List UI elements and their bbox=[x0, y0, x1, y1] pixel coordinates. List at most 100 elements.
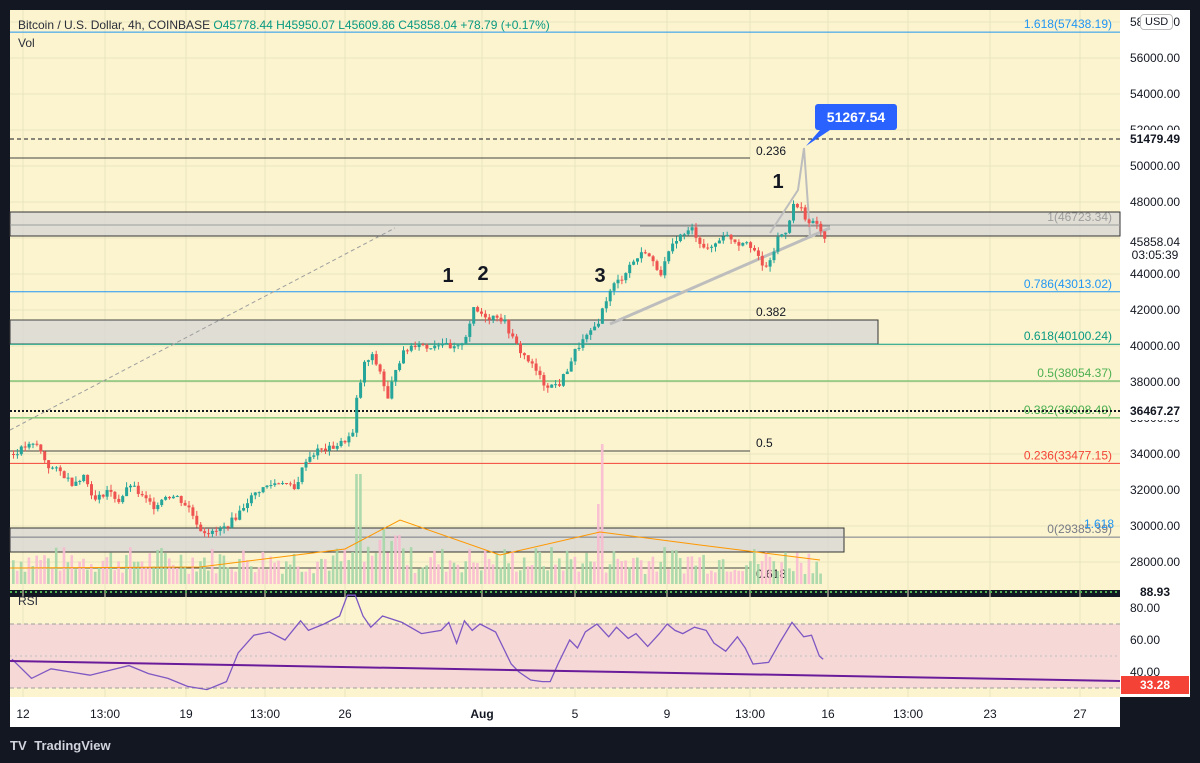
candle bbox=[160, 499, 164, 506]
candle bbox=[745, 242, 749, 244]
candle bbox=[737, 242, 741, 246]
candle bbox=[171, 496, 175, 499]
volume-bar bbox=[187, 573, 191, 584]
ext-fib-label: 0.236 bbox=[756, 144, 786, 158]
volume-bar bbox=[452, 562, 456, 584]
candle bbox=[363, 361, 366, 383]
candle bbox=[136, 485, 140, 494]
volume-bar bbox=[753, 549, 756, 584]
candle bbox=[140, 493, 144, 496]
volume-bar bbox=[19, 561, 23, 584]
volume-bar bbox=[573, 556, 577, 584]
volume-bar bbox=[682, 573, 686, 584]
candle bbox=[534, 363, 538, 371]
volume-bar bbox=[78, 561, 81, 584]
candle bbox=[558, 384, 561, 386]
volume-bar bbox=[374, 552, 378, 584]
volume-bar bbox=[93, 571, 97, 584]
volume-bar bbox=[394, 535, 397, 584]
volume-bar bbox=[265, 569, 269, 584]
projection-path bbox=[769, 147, 811, 236]
price-tick-label: 44000.00 bbox=[1130, 267, 1180, 281]
volume-bar bbox=[772, 561, 776, 584]
time-tick-label: Aug bbox=[470, 707, 493, 721]
volume-bar bbox=[546, 570, 549, 584]
volume-bar bbox=[515, 571, 518, 584]
candle bbox=[639, 252, 643, 259]
candle bbox=[54, 467, 58, 469]
volume-bar bbox=[277, 560, 280, 584]
candle bbox=[308, 456, 312, 462]
candle bbox=[331, 445, 335, 449]
candle bbox=[561, 374, 565, 386]
fib-label: 0.5(38054.37) bbox=[1037, 366, 1112, 380]
candle bbox=[359, 382, 363, 398]
volume-bar bbox=[799, 562, 803, 584]
candle bbox=[815, 220, 819, 224]
volume-bar bbox=[148, 553, 152, 584]
volume-bar bbox=[191, 557, 194, 584]
countdown-label: 03:05:39 bbox=[1132, 248, 1179, 262]
candle bbox=[78, 481, 82, 483]
candle bbox=[413, 345, 417, 348]
volume-bar bbox=[780, 562, 783, 584]
candle bbox=[35, 443, 39, 445]
volume-bar bbox=[589, 561, 592, 584]
volume-bar bbox=[491, 564, 495, 584]
candle bbox=[659, 269, 663, 276]
candle bbox=[417, 344, 421, 348]
tradingview-logo[interactable]: TV TradingView bbox=[10, 738, 111, 753]
target-callout-text: 51267.54 bbox=[827, 109, 886, 125]
volume-bar bbox=[203, 557, 206, 584]
candle bbox=[441, 343, 444, 346]
candle bbox=[405, 350, 409, 352]
candle bbox=[312, 455, 316, 457]
price-tick-label: 38000.00 bbox=[1130, 375, 1180, 389]
volume-bar bbox=[472, 562, 475, 584]
volume-bars bbox=[12, 444, 822, 584]
volume-bar bbox=[675, 550, 678, 584]
candle bbox=[604, 301, 608, 309]
volume-bar bbox=[569, 559, 573, 584]
candle bbox=[764, 265, 768, 267]
volume-bar bbox=[429, 557, 432, 584]
volume-bar bbox=[710, 570, 713, 584]
volume-bar bbox=[561, 570, 565, 584]
volume-bar bbox=[409, 547, 413, 584]
candle bbox=[109, 489, 113, 492]
ohlc-change: +78.79 (+0.17%) bbox=[460, 18, 550, 32]
candle bbox=[811, 220, 815, 224]
candle bbox=[101, 494, 105, 497]
volume-label: Vol bbox=[18, 36, 35, 50]
candle bbox=[370, 354, 374, 361]
candle bbox=[409, 345, 413, 351]
volume-bar bbox=[175, 567, 179, 584]
volume-bar bbox=[359, 474, 362, 584]
volume-bar bbox=[214, 573, 218, 584]
volume-bar bbox=[101, 560, 105, 584]
volume-bar bbox=[366, 546, 370, 584]
volume-bar bbox=[210, 548, 214, 584]
candle bbox=[253, 492, 257, 496]
currency-button[interactable]: USD bbox=[1140, 14, 1174, 30]
candle bbox=[374, 354, 378, 365]
volume-bar bbox=[226, 567, 230, 584]
price-axis-bg bbox=[1120, 10, 1190, 697]
candle bbox=[823, 231, 827, 239]
volume-bar bbox=[238, 558, 241, 584]
candle bbox=[546, 385, 550, 388]
candle bbox=[39, 444, 43, 452]
candle bbox=[511, 333, 515, 337]
candle bbox=[530, 361, 534, 364]
candle bbox=[12, 454, 15, 455]
volume-bar bbox=[538, 551, 542, 584]
candle bbox=[760, 255, 764, 266]
candle bbox=[351, 432, 355, 437]
time-tick-label: 19 bbox=[179, 707, 193, 721]
candle bbox=[214, 530, 218, 532]
candle bbox=[47, 460, 51, 469]
fib-label: 0.236(33477.15) bbox=[1024, 448, 1112, 462]
time-tick-label: 12 bbox=[16, 707, 30, 721]
volume-bar bbox=[179, 554, 183, 584]
